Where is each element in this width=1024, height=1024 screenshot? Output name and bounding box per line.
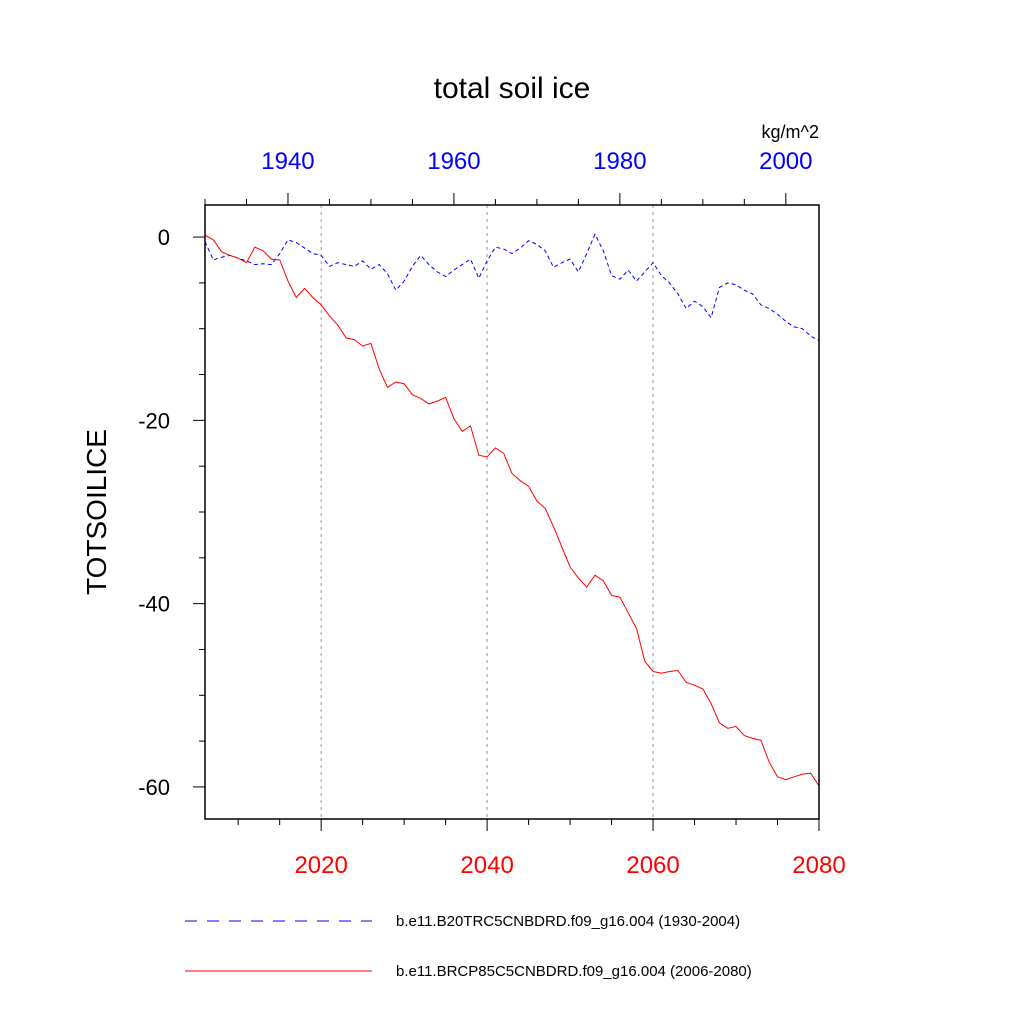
units-label: kg/m^2: [762, 122, 819, 142]
x-bottom-tick-label: 2040: [460, 852, 513, 879]
legend: b.e11.B20TRC5CNBDRD.f09_g16.004 (1930-20…: [185, 913, 752, 980]
series-line-1: [204, 234, 820, 787]
x-top-tick-label: 2000: [759, 148, 812, 175]
axis-tick-labels: 0 -20 -40 -60 2020 2040 2060 2080 1940 1960 1980 20…: [138, 148, 845, 879]
grid-lines: [320, 205, 654, 819]
series-line-0: [204, 233, 820, 342]
x-bottom-tick-label: 2060: [626, 852, 679, 879]
y-tick-label: -20: [138, 408, 170, 433]
x-top-tick-label: 1960: [427, 148, 480, 175]
x-top-tick-label: 1940: [261, 148, 314, 175]
series-layer: [204, 233, 820, 787]
y-tick-label: 0: [158, 225, 170, 250]
y-tick-label: -40: [138, 592, 170, 617]
legend-label-rcp85: b.e11.BRCP85C5CNBDRD.f09_g16.004 (2006-2…: [396, 963, 752, 980]
y-tick-label: -60: [138, 775, 170, 800]
y-axis-label: TOTSOILICE: [81, 429, 112, 595]
chart-title: total soil ice: [434, 72, 591, 105]
x-bottom-tick-label: 2020: [294, 852, 347, 879]
axis-ticks: [193, 193, 820, 831]
x-top-tick-label: 1980: [593, 148, 646, 175]
x-bottom-tick-label: 2080: [792, 852, 845, 879]
legend-label-historical: b.e11.B20TRC5CNBDRD.f09_g16.004 (1930-20…: [396, 913, 740, 930]
